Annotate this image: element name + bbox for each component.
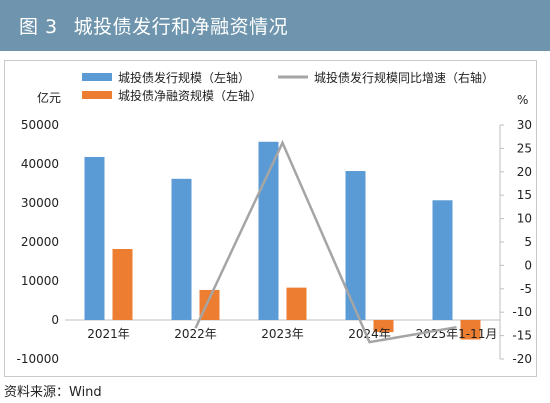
figure-number: 图 3 bbox=[19, 16, 58, 38]
right-tick-label: 10 bbox=[517, 212, 532, 226]
legend-label: 城投债净融资规模（左轴） bbox=[118, 88, 262, 103]
issuance-bar bbox=[84, 156, 105, 320]
category-label: 2022年 bbox=[174, 327, 217, 341]
left-axis-unit: 亿元 bbox=[37, 90, 61, 105]
chart-title: 城投债发行和净融资情况 bbox=[73, 16, 289, 38]
right-axis-unit: % bbox=[517, 93, 528, 107]
category-label: 2024年 bbox=[348, 327, 391, 341]
right-tick-label: -5 bbox=[520, 282, 532, 296]
chart-svg: -10000 0 10000 20000 30000 40000 50000 -20 -15 -1… bbox=[16, 70, 532, 366]
left-tick-label: 30000 bbox=[21, 196, 59, 210]
right-tick-label: 5 bbox=[524, 235, 532, 249]
left-tick-label: 10000 bbox=[21, 274, 59, 288]
category-label: 2023年 bbox=[261, 327, 304, 341]
right-tick-label: 15 bbox=[517, 188, 532, 202]
net-financing-bar bbox=[199, 289, 220, 320]
left-tick-label: 50000 bbox=[21, 118, 59, 132]
legend-label: 城投债发行规模（左轴） bbox=[118, 70, 250, 85]
category-label: 2025年1-11月 bbox=[416, 327, 498, 341]
right-tick-label: -15 bbox=[512, 329, 532, 343]
issuance-bar bbox=[345, 171, 366, 320]
source-note: 资料来源：Wind bbox=[4, 385, 102, 400]
title-bar: 图 3 城投债发行和净融资情况 bbox=[0, 0, 550, 51]
net-financing-bar bbox=[373, 320, 394, 333]
net-financing-bar bbox=[460, 320, 481, 340]
right-tick-label: -10 bbox=[512, 305, 532, 319]
legend-swatch bbox=[82, 73, 112, 81]
category-label: 2021年 bbox=[87, 327, 130, 341]
left-tick-label: 40000 bbox=[21, 157, 59, 171]
right-tick-label: 0 bbox=[524, 258, 532, 272]
right-tick-label: -20 bbox=[512, 352, 532, 366]
issuance-bar bbox=[258, 141, 279, 320]
legend-swatch bbox=[82, 91, 112, 99]
issuance-bar bbox=[171, 178, 192, 320]
right-tick-label: 20 bbox=[517, 165, 532, 179]
left-tick-label: 20000 bbox=[21, 235, 59, 249]
legend-label: 城投债发行规模同比增速（右轴） bbox=[314, 70, 494, 85]
yoy-growth-line bbox=[194, 139, 457, 344]
left-tick-label: -10000 bbox=[16, 352, 59, 366]
issuance-bar bbox=[432, 200, 453, 320]
figure-title: 图 3 城投债发行和净融资情况 bbox=[19, 12, 288, 39]
right-tick-label: 25 bbox=[517, 141, 532, 155]
net-financing-bar bbox=[112, 249, 133, 320]
right-tick-label: 30 bbox=[517, 118, 532, 132]
net-financing-bar bbox=[286, 287, 307, 320]
left-tick-label: 0 bbox=[51, 313, 59, 327]
